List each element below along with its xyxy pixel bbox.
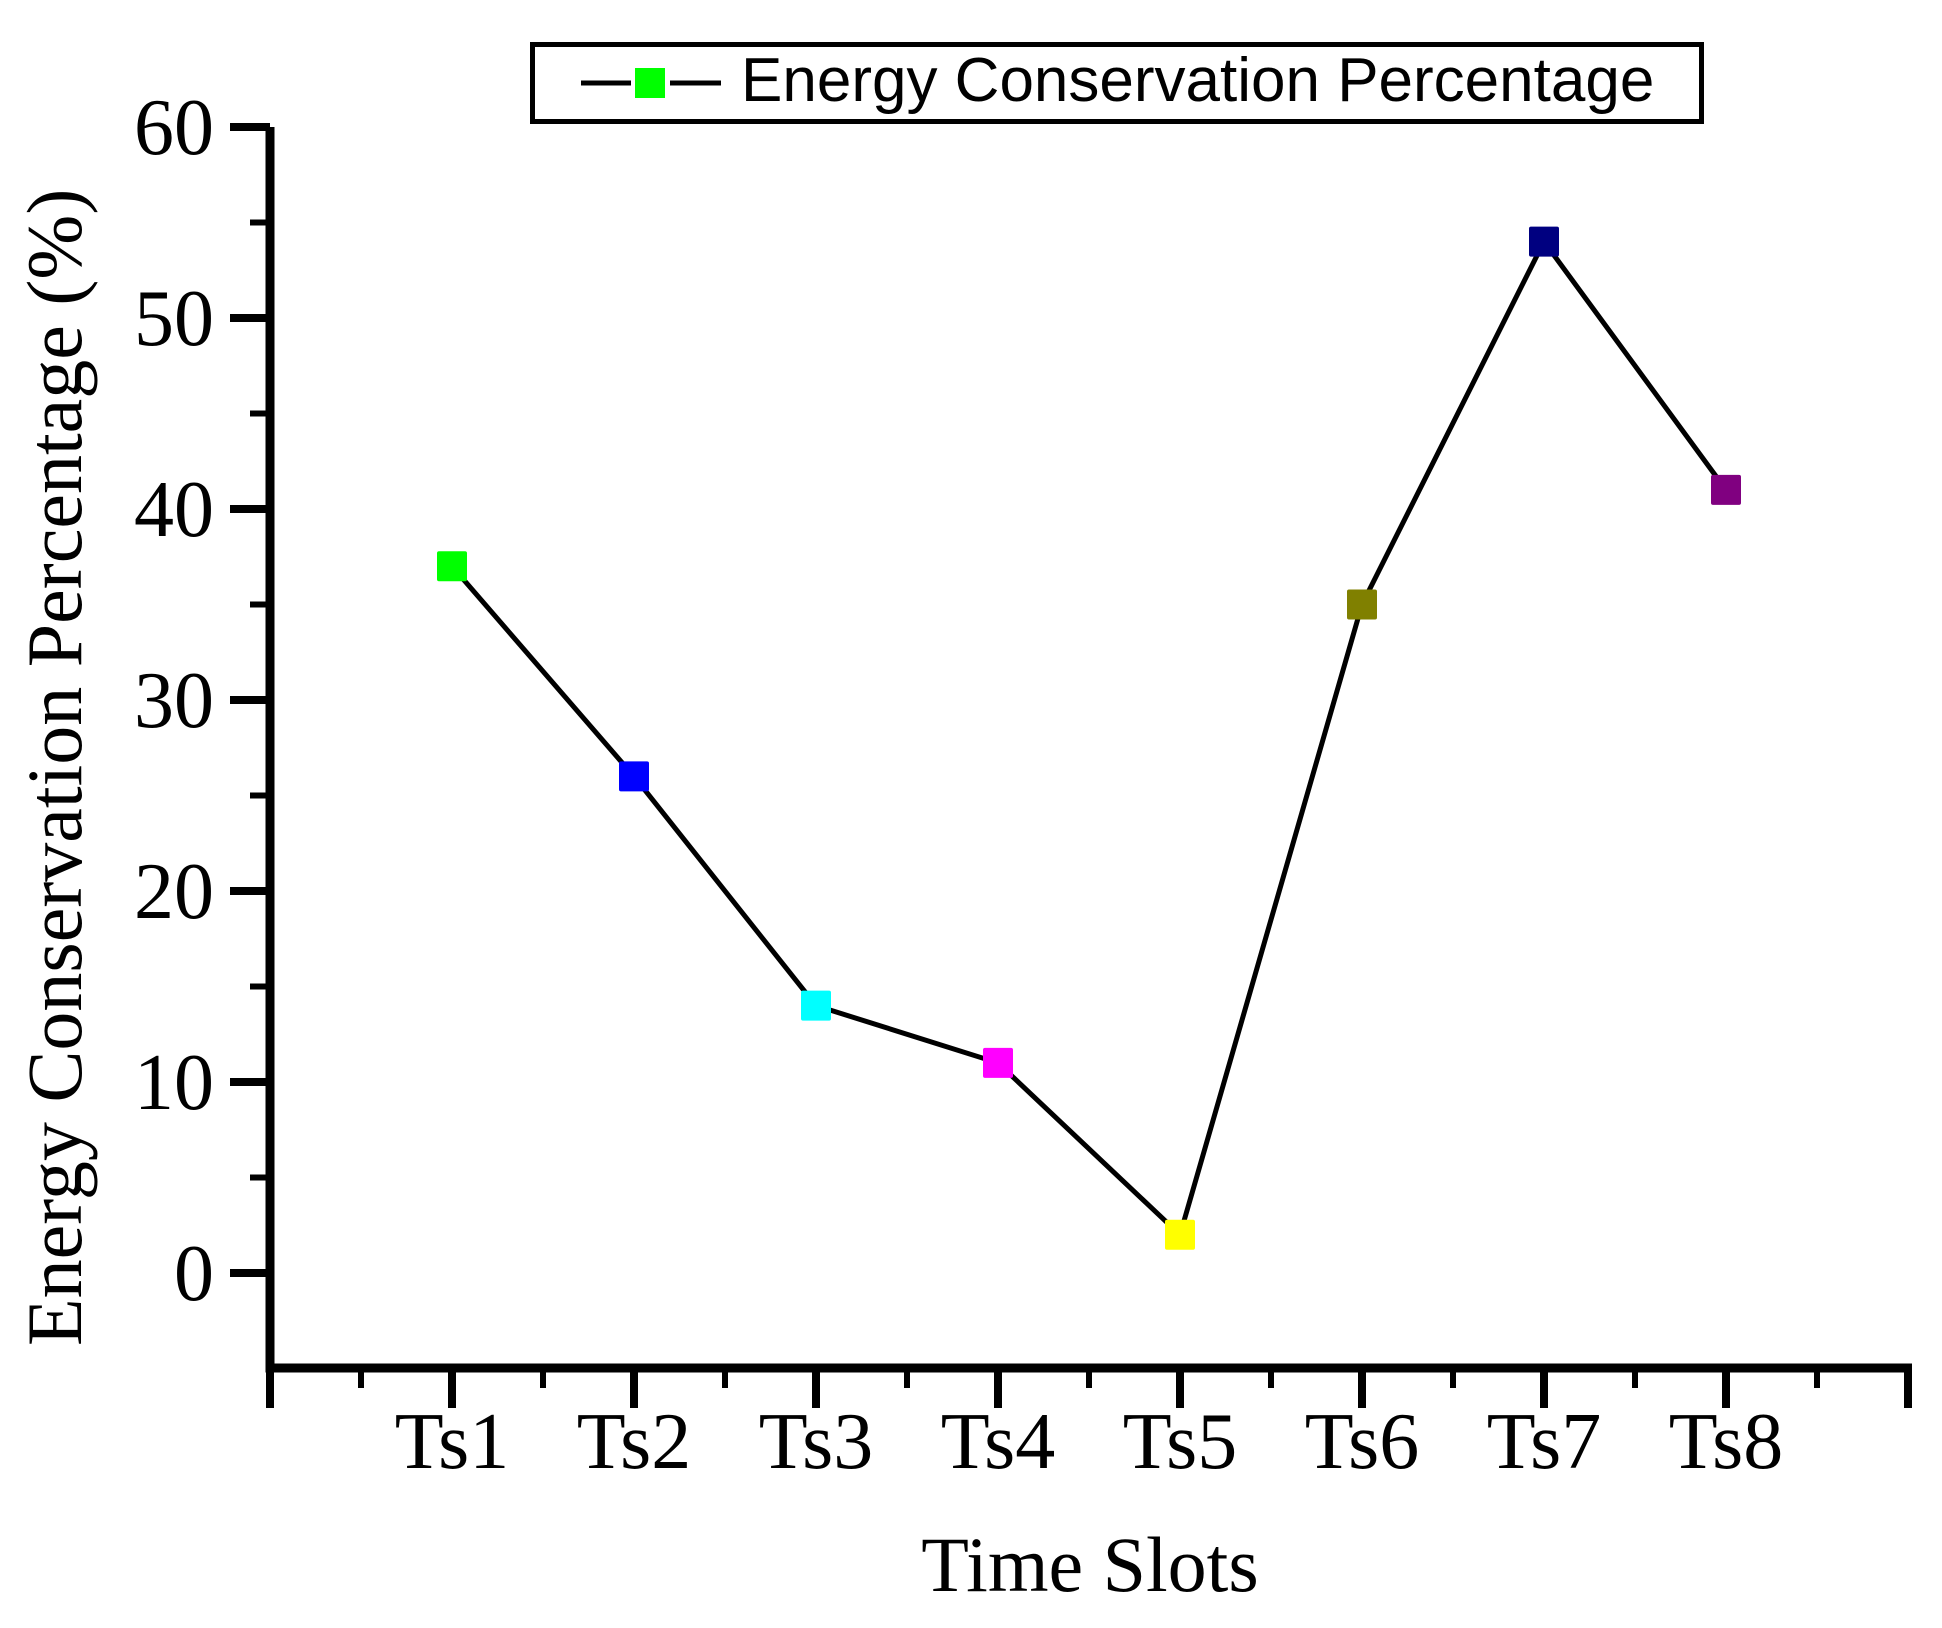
x-tick-label: Ts4 — [941, 1398, 1055, 1486]
x-axis-title: Time Slots — [921, 1521, 1259, 1608]
data-point-marker — [1711, 474, 1741, 505]
data-point-marker — [1165, 1219, 1195, 1250]
y-tick-label: 40 — [134, 466, 214, 554]
y-tick-label: 0 — [174, 1230, 214, 1318]
x-tick-label: Ts7 — [1487, 1398, 1601, 1486]
y-tick-label: 10 — [134, 1039, 214, 1127]
legend-label: Energy Conservation Percentage — [741, 46, 1655, 115]
data-point-marker — [1529, 226, 1559, 257]
data-point-marker — [1347, 589, 1377, 620]
x-tick-label: Ts3 — [759, 1398, 873, 1486]
x-tick-label: Ts1 — [395, 1398, 509, 1486]
y-tick-label: 20 — [134, 848, 214, 936]
data-point-marker — [801, 990, 831, 1021]
y-tick-label: 50 — [134, 275, 214, 363]
legend: Energy Conservation Percentage — [530, 42, 1704, 124]
x-tick-label: Ts5 — [1123, 1398, 1237, 1486]
data-point-marker — [619, 761, 649, 792]
legend-marker-icon — [581, 68, 721, 98]
x-tick-label: Ts2 — [577, 1398, 691, 1486]
y-axis-title: Energy Conservation Percentage (%) — [11, 188, 98, 1346]
y-tick-label: 30 — [134, 657, 214, 745]
data-point-marker — [437, 551, 467, 582]
x-tick-label: Ts6 — [1305, 1398, 1419, 1486]
data-point-marker — [983, 1047, 1013, 1078]
series-line — [450, 236, 1729, 1240]
y-tick-label: 60 — [134, 84, 214, 172]
x-tick-label: Ts8 — [1669, 1398, 1783, 1486]
